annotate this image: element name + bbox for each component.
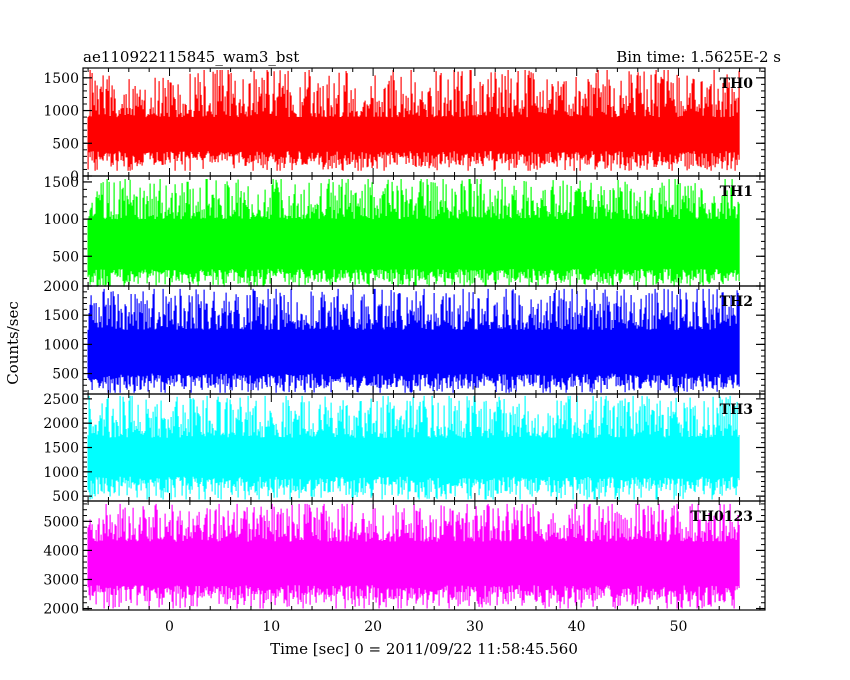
y-tick-label: 0 [70,169,79,185]
x-axis-label: Time [sec] 0 = 2011/09/22 11:58:45.560 [270,640,578,658]
y-tick-label: 2000 [43,602,79,618]
series-th1 [87,179,740,287]
panel-name-th0123: TH0123 [690,509,753,525]
y-tick-label: 2000 [43,416,79,432]
y-tick-label: 500 [52,136,79,152]
y-tick-label: 1500 [43,308,79,324]
panel-th0: 0 500 1000 1500 TH0 [43,67,766,185]
x-tick-label: 20 [364,619,382,635]
panel-name-th2: TH2 [720,294,753,310]
x-tick-label: 40 [568,619,586,635]
panel-name-th0: TH0 [720,76,754,92]
x-tick-label: 30 [466,619,484,635]
panel-th1: 500 1000 1500 TH1 [43,175,766,287]
y-tick-label: 1500 [43,71,79,87]
x-tick-label: 10 [262,619,280,635]
y-tick-label: 5000 [43,514,79,530]
x-tick-label: 50 [670,619,688,635]
series-th3 [87,395,740,500]
y-tick-label: 3000 [43,572,79,588]
y-tick-label: 500 [52,489,79,505]
panel-name-th3: TH3 [720,402,753,418]
y-tick-label: 1000 [43,337,79,353]
y-tick-label: 1000 [43,212,79,228]
chart-title-right: Bin time: 1.5625E-2 s [616,48,781,66]
panel-name-th1: TH1 [720,184,753,200]
panels-group: 0 500 1000 1500 TH0 500 1000 1500 TH1 500 1000 1500… [43,67,766,618]
chart-title-left: ae110922115845_wam3_bst [83,48,299,66]
y-axis-label: Counts/sec [4,301,22,385]
y-tick-label: 1500 [43,441,79,457]
y-tick-label: 4000 [43,543,79,559]
panel-frame [82,500,766,611]
y-tick-label: 1000 [43,465,79,481]
y-tick-label: 1500 [43,175,79,191]
panel-th3: 500 1000 1500 2000 2500 TH3 [43,392,766,505]
series-th0123 [87,503,740,609]
y-tick-label: 500 [52,367,79,383]
y-tick-label: 1000 [43,104,79,120]
x-tick-label: 0 [165,619,174,635]
x-axis-ticks: 0 10 20 30 40 50 [165,619,687,635]
y-tick-label: 500 [52,249,79,265]
panel-th0123: 2000 3000 4000 5000 TH0123 [43,500,766,618]
series-th2 [87,288,740,393]
y-tick-label: 2500 [43,392,79,408]
y-tick-label: 2000 [43,279,79,295]
